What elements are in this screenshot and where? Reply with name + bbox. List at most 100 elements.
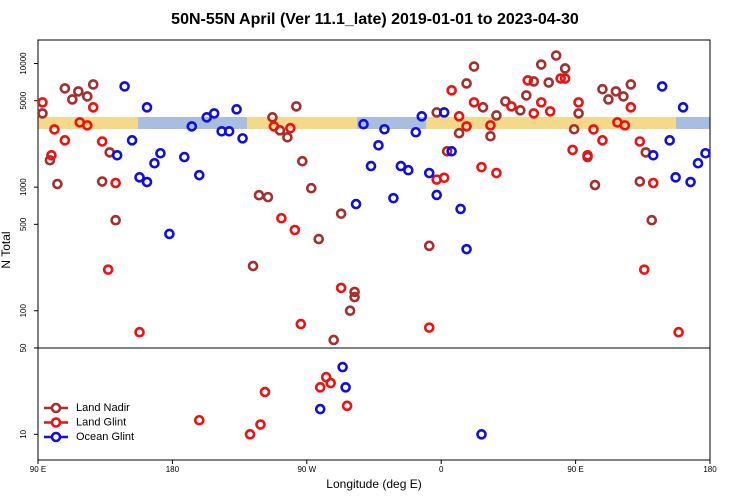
- point: [67, 94, 78, 105]
- point: [96, 136, 108, 147]
- point: [395, 160, 407, 172]
- point: [179, 151, 190, 163]
- point: [491, 167, 502, 179]
- point: [111, 149, 123, 161]
- point: [379, 123, 390, 135]
- point: [164, 228, 175, 240]
- point: [544, 106, 556, 117]
- point: [692, 157, 704, 169]
- legend-label: Land Nadir: [76, 402, 130, 414]
- point: [186, 121, 198, 132]
- legend-label: Ocean Glint: [76, 431, 134, 443]
- point: [522, 75, 534, 86]
- point: [193, 414, 205, 426]
- point: [314, 382, 326, 393]
- point: [555, 73, 566, 84]
- point: [141, 176, 153, 188]
- point: [37, 108, 48, 119]
- point: [485, 130, 496, 142]
- point: [618, 91, 629, 102]
- point: [535, 97, 547, 108]
- point: [341, 400, 353, 412]
- point: [335, 208, 347, 219]
- point: [468, 97, 480, 108]
- point: [259, 386, 271, 398]
- point: [423, 167, 435, 179]
- point: [349, 291, 360, 303]
- point: [441, 145, 453, 157]
- point: [656, 81, 668, 92]
- y-tick-label: 10: [19, 429, 28, 438]
- land-strip: [38, 117, 138, 129]
- point: [119, 81, 130, 92]
- point: [49, 124, 60, 135]
- point: [247, 260, 259, 272]
- point: [477, 102, 489, 113]
- point: [625, 79, 637, 90]
- point: [535, 59, 547, 70]
- point: [573, 97, 584, 108]
- point: [582, 149, 593, 161]
- point: [597, 83, 608, 95]
- point: [365, 160, 377, 172]
- point: [208, 108, 220, 119]
- point: [276, 212, 287, 224]
- point: [446, 145, 457, 157]
- legend-marker: [50, 402, 62, 414]
- point: [431, 189, 443, 201]
- point: [453, 111, 465, 122]
- point: [268, 121, 280, 132]
- point: [567, 144, 578, 156]
- point: [46, 149, 57, 161]
- land-mask-strip: [38, 117, 710, 129]
- point: [403, 164, 414, 176]
- point: [37, 97, 48, 108]
- point: [282, 132, 293, 143]
- point: [344, 305, 356, 317]
- point: [231, 104, 242, 115]
- point: [461, 121, 472, 132]
- point: [461, 243, 472, 255]
- point: [349, 286, 360, 298]
- chart-title: 50N-55N April (Ver 11.1_late) 2019-01-01…: [171, 11, 579, 28]
- x-tick-label: 90 E: [30, 465, 46, 474]
- point: [149, 157, 160, 169]
- point: [559, 63, 571, 74]
- point: [193, 169, 205, 181]
- point: [588, 124, 599, 135]
- point: [52, 178, 63, 190]
- point: [528, 76, 540, 87]
- point: [134, 172, 145, 183]
- point: [358, 118, 369, 130]
- point: [81, 91, 93, 102]
- point: [619, 120, 631, 131]
- point: [87, 102, 99, 113]
- point: [340, 382, 351, 393]
- point: [87, 79, 99, 90]
- y-tick-label: 10000: [19, 52, 28, 75]
- point: [244, 429, 256, 440]
- point: [328, 334, 339, 346]
- y-tick-label: 50: [19, 343, 28, 352]
- point: [262, 191, 274, 203]
- point: [388, 192, 399, 204]
- legend-label: Land Glint: [76, 416, 126, 428]
- point: [223, 125, 235, 137]
- point: [677, 102, 689, 113]
- point: [476, 429, 487, 440]
- point: [110, 214, 121, 226]
- point: [670, 172, 681, 183]
- point: [506, 101, 517, 112]
- legend-marker: [50, 417, 62, 428]
- point: [646, 214, 658, 226]
- point: [476, 161, 487, 173]
- point: [295, 318, 307, 330]
- point: [625, 102, 637, 113]
- point: [634, 176, 646, 187]
- point: [634, 136, 646, 147]
- point: [297, 155, 308, 167]
- point: [155, 147, 166, 159]
- x-tick-label: 180: [166, 465, 180, 474]
- point: [559, 73, 571, 84]
